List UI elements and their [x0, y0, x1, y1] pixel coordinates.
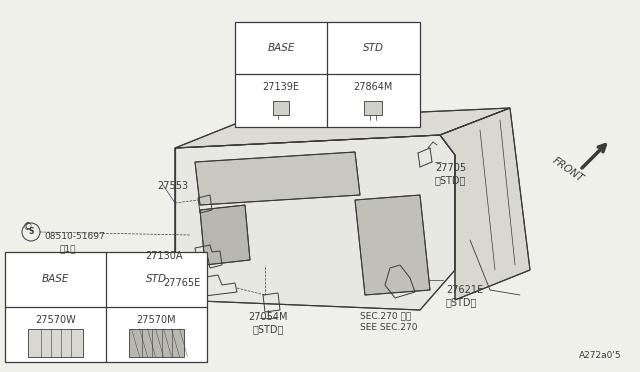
Text: 27765E: 27765E [163, 278, 200, 288]
Text: S: S [28, 228, 34, 237]
Text: 27570M: 27570M [137, 315, 176, 325]
Text: （STD）: （STD） [435, 175, 467, 185]
Text: BASE: BASE [42, 275, 69, 285]
Bar [235, 22, 420, 127]
Text: FRONT: FRONT [551, 155, 586, 183]
Polygon shape [195, 152, 360, 205]
Bar [129, 329, 184, 357]
Text: 27054M: 27054M [248, 312, 288, 322]
Text: SEC.270 参照: SEC.270 参照 [360, 311, 412, 320]
Polygon shape [355, 195, 430, 295]
Text: SEE SEC.270: SEE SEC.270 [360, 323, 417, 332]
Text: STD: STD [362, 43, 383, 53]
Polygon shape [175, 135, 455, 310]
Text: 27864M: 27864M [353, 82, 393, 92]
Text: 27570W: 27570W [35, 315, 76, 325]
Text: A272a0'5: A272a0'5 [579, 351, 621, 360]
Bar [28, 329, 83, 357]
Text: 27139E: 27139E [262, 82, 300, 92]
Polygon shape [175, 108, 510, 148]
Text: 27621E: 27621E [446, 285, 483, 295]
Text: ©: © [23, 222, 33, 232]
Text: 27705: 27705 [435, 163, 466, 173]
Text: 27130A: 27130A [145, 251, 182, 261]
Text: （STD）: （STD） [252, 324, 284, 334]
Text: BASE: BASE [268, 43, 294, 53]
Polygon shape [200, 205, 250, 265]
Polygon shape [440, 108, 530, 300]
Text: 08510-51697: 08510-51697 [44, 232, 105, 241]
Text: STD: STD [146, 275, 167, 285]
Bar [364, 101, 382, 115]
Text: （STD）: （STD） [446, 297, 477, 307]
Bar [5, 252, 207, 362]
Bar [273, 101, 289, 115]
Text: （1）: （1） [60, 244, 77, 253]
Text: 27553: 27553 [157, 181, 188, 191]
